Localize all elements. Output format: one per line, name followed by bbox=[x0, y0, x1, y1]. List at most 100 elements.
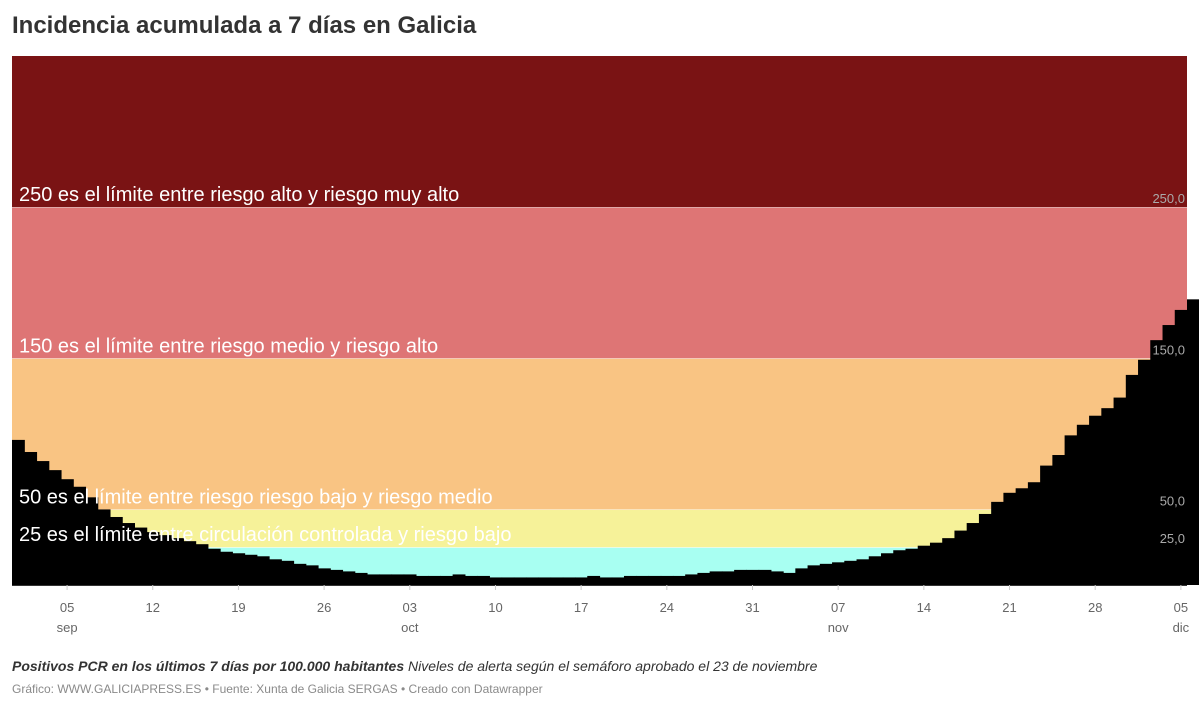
description-bold: Positivos PCR en los últimos 7 días por … bbox=[12, 658, 405, 674]
incidence-bar bbox=[942, 538, 956, 585]
incidence-bar bbox=[991, 501, 1005, 585]
chart-description: Positivos PCR en los últimos 7 días por … bbox=[12, 658, 817, 674]
incidence-bar bbox=[966, 523, 980, 585]
x-tick-month-label: oct bbox=[401, 620, 419, 635]
incidence-bar bbox=[1076, 424, 1090, 585]
incidence-bar bbox=[366, 574, 380, 585]
x-tick-label: 14 bbox=[917, 600, 931, 615]
incidence-bar bbox=[881, 553, 894, 585]
incidence-bar bbox=[1040, 465, 1053, 585]
incidence-bar bbox=[770, 571, 784, 585]
incidence-bar bbox=[611, 577, 625, 585]
incidence-bar bbox=[1113, 397, 1127, 585]
incidence-bar bbox=[734, 569, 747, 585]
y-axis-ticks: 25,0 50,0 150,0 250,0 bbox=[1152, 191, 1185, 546]
incidence-bar bbox=[538, 577, 552, 585]
incidence-bar bbox=[354, 572, 368, 585]
incidence-bar bbox=[1015, 488, 1029, 585]
incidence-bar bbox=[207, 548, 221, 585]
incidence-bar bbox=[526, 577, 539, 585]
incidence-bar bbox=[171, 538, 184, 585]
incidence-bar bbox=[599, 577, 613, 585]
incidence-bar bbox=[1125, 374, 1139, 585]
incidence-bar bbox=[660, 575, 674, 585]
incidence-bar bbox=[85, 497, 99, 585]
incidence-bar bbox=[1064, 435, 1078, 585]
incidence-bar bbox=[636, 575, 650, 585]
band-label-0: 25 es el límite entre circulación contro… bbox=[19, 524, 511, 546]
incidence-bar bbox=[415, 575, 429, 585]
x-tick-month-label: nov bbox=[828, 620, 849, 635]
incidence-bar bbox=[672, 575, 686, 585]
incidence-bar bbox=[391, 574, 405, 585]
incidence-bar bbox=[330, 569, 344, 585]
incidence-bar bbox=[195, 544, 209, 585]
incidence-bar bbox=[158, 535, 172, 585]
incidence-bar bbox=[623, 575, 637, 585]
risk-band-2 bbox=[12, 358, 1187, 510]
incidence-bar bbox=[783, 572, 796, 585]
incidence-bar bbox=[917, 545, 931, 585]
x-tick-label: 05 bbox=[60, 600, 74, 615]
incidence-bar bbox=[856, 559, 870, 585]
incidence-bar bbox=[183, 541, 197, 585]
incidence-bar bbox=[1089, 415, 1102, 585]
incidence-bar bbox=[232, 553, 246, 585]
x-tick-label: 28 bbox=[1088, 600, 1102, 615]
incidence-bar bbox=[709, 571, 723, 585]
incidence-bar bbox=[758, 569, 772, 585]
incidence-bar bbox=[905, 548, 919, 585]
incidence-bar bbox=[293, 563, 307, 585]
incidence-bar bbox=[795, 568, 809, 585]
incidence-bar bbox=[844, 560, 858, 585]
y-tick-label: 150,0 bbox=[1152, 342, 1185, 357]
x-tick-label: 07 bbox=[831, 600, 845, 615]
description-rest: Niveles de alerta según el semáforo apro… bbox=[408, 658, 818, 674]
incidence-bar bbox=[220, 551, 233, 585]
incidence-bar bbox=[477, 575, 490, 585]
incidence-bar bbox=[256, 556, 270, 585]
incidence-bar bbox=[1150, 340, 1164, 585]
incidence-bar bbox=[281, 560, 295, 585]
incidence-bar bbox=[244, 554, 258, 585]
incidence-bar bbox=[648, 575, 662, 585]
band-label-1: 50 es el límite entre riesgo riesgo bajo… bbox=[19, 486, 493, 508]
y-tick-label: 250,0 bbox=[1152, 191, 1185, 206]
incidence-bar bbox=[513, 577, 527, 585]
x-tick-label: 17 bbox=[574, 600, 588, 615]
incidence-bar bbox=[893, 550, 907, 585]
x-tick-month-label: dic bbox=[1173, 620, 1190, 635]
incidence-bar bbox=[929, 542, 943, 585]
incidence-bar bbox=[721, 571, 735, 585]
incidence-bar bbox=[832, 562, 845, 585]
incidence-bar bbox=[562, 577, 576, 585]
incidence-bar bbox=[746, 569, 760, 585]
incidence-bar bbox=[550, 577, 564, 585]
incidence-bar bbox=[269, 559, 282, 585]
band-label-2: 150 es el límite entre riesgo medio y ri… bbox=[19, 335, 438, 357]
risk-band-4 bbox=[12, 56, 1187, 208]
chart-credits: Gráfico: WWW.GALICIAPRESS.ES • Fuente: X… bbox=[12, 682, 543, 696]
incidence-bar bbox=[452, 574, 466, 585]
band-labels: 25 es el límite entre circulación contro… bbox=[19, 184, 511, 546]
x-tick-label: 19 bbox=[231, 600, 245, 615]
incidence-bar bbox=[978, 513, 992, 585]
incidence-bar bbox=[575, 577, 588, 585]
incidence-bar bbox=[685, 574, 699, 585]
incidence-bar bbox=[489, 577, 503, 585]
incidence-bar bbox=[12, 439, 25, 585]
incidence-bar bbox=[464, 575, 478, 585]
incidence-bar bbox=[305, 565, 319, 585]
x-tick-label: 24 bbox=[660, 600, 674, 615]
incidence-bar bbox=[109, 516, 123, 585]
incidence-bar bbox=[73, 486, 87, 585]
incidence-bar bbox=[97, 509, 111, 585]
incidence-bar bbox=[587, 575, 601, 585]
incidence-bar bbox=[819, 563, 833, 585]
x-tick-label: 03 bbox=[403, 600, 417, 615]
x-tick-label: 21 bbox=[1002, 600, 1016, 615]
incidence-bar bbox=[807, 565, 821, 585]
x-axis-ticks: 05 sep 12 19 26 03 oct 10 17 24 31 07 nov 14 21 28 05 dic bbox=[12, 585, 1190, 635]
incidence-bar bbox=[1101, 408, 1115, 585]
incidence-bar bbox=[1003, 492, 1017, 585]
